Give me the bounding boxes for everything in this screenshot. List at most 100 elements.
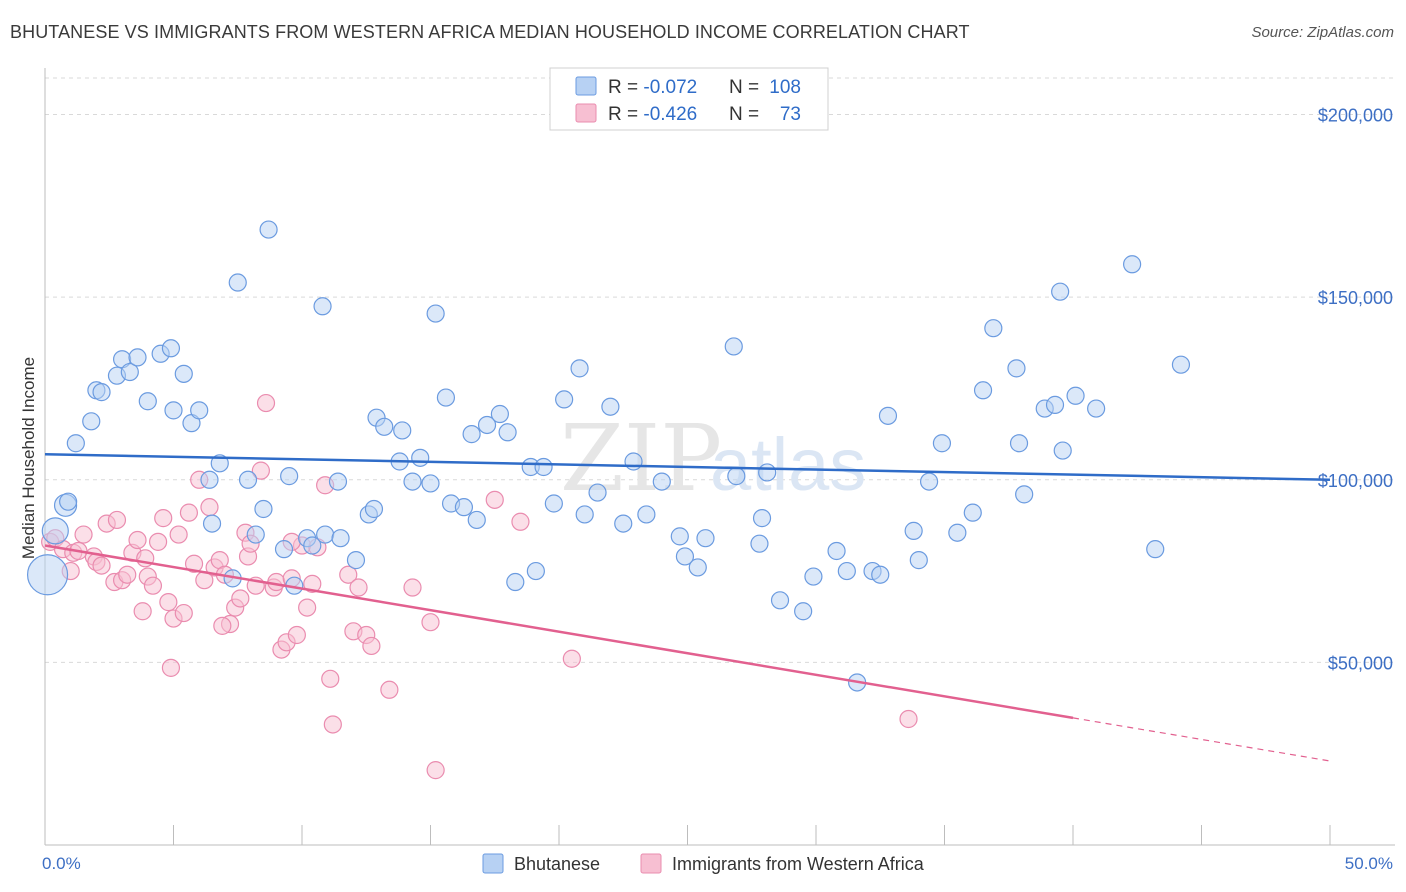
point-bhutanese-62	[570, 359, 589, 378]
point-bhutanese-15	[164, 401, 183, 420]
point-western-africa-15	[128, 530, 147, 550]
watermark: ZIP atlas	[560, 405, 866, 512]
watermark-atlas: atlas	[710, 423, 866, 506]
point-bhutanese-96	[1007, 359, 1026, 378]
legend-box: R = -0.072 N = 108 R = -0.426 N = 73	[549, 67, 829, 131]
point-bhutanese-95	[984, 319, 1003, 338]
point-western-africa-42	[256, 393, 276, 413]
point-western-africa-41	[251, 461, 270, 480]
grid-lines	[45, 77, 1395, 663]
x-tick-label-0: 0.0%	[42, 854, 81, 873]
bottom-legend-swatch-blue	[482, 853, 504, 874]
axes	[44, 68, 1395, 846]
y-tick-label-0: $50,000	[1328, 653, 1393, 673]
point-bhutanese-102	[1053, 441, 1072, 460]
point-western-africa-61	[403, 578, 422, 597]
point-bhutanese-1	[41, 517, 69, 545]
point-western-africa-36	[231, 589, 250, 608]
point-bhutanese-43	[393, 421, 412, 440]
point-bhutanese-61	[555, 390, 574, 409]
svg-text:R = -0.426: R = -0.426	[608, 104, 697, 125]
legend-n-value-2: 73	[780, 104, 801, 125]
chart-title: BHUTANESE VS IMMIGRANTS FROM WESTERN AFR…	[10, 22, 970, 42]
point-bhutanese-72	[688, 558, 707, 577]
point-bhutanese-56	[506, 572, 525, 592]
point-bhutanese-28	[274, 540, 294, 559]
point-bhutanese-97	[1009, 434, 1029, 453]
point-western-africa-66	[562, 649, 581, 668]
point-bhutanese-37	[346, 551, 366, 570]
point-bhutanese-25	[246, 525, 265, 544]
point-bhutanese-18	[190, 401, 209, 420]
point-bhutanese-3	[59, 492, 78, 511]
point-bhutanese-83	[837, 561, 856, 581]
y-tick-label-3: $200,000	[1318, 106, 1393, 126]
bottom-legend-swatch-pink	[640, 853, 662, 874]
point-bhutanese-76	[750, 534, 769, 553]
point-bhutanese-71	[675, 547, 695, 566]
point-bhutanese-21	[210, 454, 229, 473]
point-bhutanese-78	[758, 463, 777, 482]
point-bhutanese-50	[454, 498, 474, 517]
svg-text:R = -0.072: R = -0.072	[608, 77, 697, 98]
point-bhutanese-74	[724, 337, 743, 356]
chart-source: Source: ZipAtlas.com	[1251, 24, 1394, 41]
point-bhutanese-51	[462, 425, 481, 444]
svg-text:N =: N =	[729, 77, 759, 98]
point-bhutanese-60	[544, 494, 563, 513]
point-bhutanese-54	[490, 404, 509, 424]
bottom-legend-label-bhutanese: Bhutanese	[514, 854, 600, 874]
point-bhutanese-82	[827, 541, 846, 561]
point-bhutanese-68	[637, 505, 656, 524]
point-bhutanese-88	[904, 521, 923, 540]
legend-r-label-1: R =	[608, 77, 643, 98]
point-western-africa-60	[380, 680, 399, 699]
point-bhutanese-92	[948, 523, 967, 542]
point-western-africa-26	[179, 503, 199, 522]
point-bhutanese-36	[331, 529, 350, 548]
point-bhutanese-44	[403, 472, 422, 491]
point-western-africa-25	[174, 603, 193, 623]
point-bhutanese-98	[1015, 485, 1034, 504]
point-bhutanese-41	[375, 417, 394, 436]
point-bhutanese-87	[878, 406, 898, 425]
bottom-legend: Bhutanese Immigrants from Western Africa	[482, 853, 925, 874]
point-bhutanese-5	[82, 412, 101, 431]
point-bhutanese-0	[26, 554, 69, 596]
point-bhutanese-94	[973, 381, 993, 400]
point-bhutanese-26	[254, 499, 273, 519]
point-bhutanese-107	[1171, 355, 1191, 374]
point-bhutanese-10	[120, 362, 139, 382]
svg-text:N =: N =	[729, 104, 759, 125]
point-bhutanese-7	[92, 383, 111, 402]
trend-line-bhutanese	[44, 452, 1331, 482]
point-bhutanese-64	[588, 483, 607, 502]
point-bhutanese-46	[421, 474, 440, 493]
point-western-africa-5	[74, 525, 93, 544]
point-western-africa-70	[213, 616, 232, 635]
point-bhutanese-75	[727, 467, 746, 486]
point-western-africa-65	[511, 512, 530, 531]
point-bhutanese-52	[467, 510, 486, 530]
point-western-africa-53	[321, 669, 340, 688]
trend-line-western-africa-extension	[1072, 717, 1331, 762]
legend-r-value-2: -0.426	[643, 104, 697, 125]
point-bhutanese-86	[871, 565, 890, 584]
point-western-africa-16	[133, 602, 152, 621]
point-bhutanese-34	[316, 525, 335, 544]
point-bhutanese-58	[526, 561, 545, 581]
point-bhutanese-100	[1045, 395, 1065, 414]
point-bhutanese-32	[303, 536, 322, 555]
x-tick-labels: 0.0% 50.0%	[42, 854, 1393, 873]
legend-r-label-2: R =	[608, 104, 643, 125]
point-bhutanese-27	[259, 220, 278, 239]
point-bhutanese-104	[1087, 399, 1106, 418]
point-bhutanese-45	[411, 448, 430, 467]
y-tick-label-2: $150,000	[1318, 288, 1393, 308]
point-bhutanese-63	[575, 505, 594, 524]
y-axis-title: Median Household Income	[19, 357, 38, 559]
point-western-africa-30	[200, 498, 219, 517]
point-bhutanese-16	[174, 364, 193, 383]
point-bhutanese-79	[770, 591, 790, 610]
